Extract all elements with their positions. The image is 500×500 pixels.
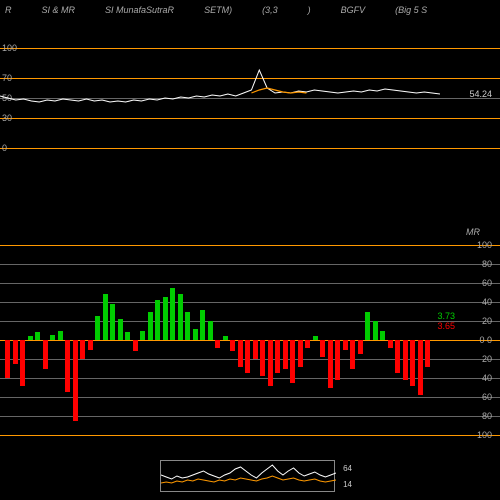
- mr-bar: [155, 300, 160, 340]
- mr-bar: [418, 340, 423, 395]
- rsi-panel: 100705030054.24: [0, 48, 500, 148]
- axis-label: 40: [482, 297, 492, 307]
- mr-bar: [320, 340, 325, 357]
- mr-bar: [335, 340, 340, 380]
- mr-title: MR: [466, 227, 480, 237]
- mr-bar: [5, 340, 10, 378]
- mr-bar: [163, 297, 168, 340]
- mr-bar: [373, 321, 378, 340]
- axis-label: 20: [482, 316, 492, 326]
- rsi-line: [0, 70, 440, 102]
- axis-label: 100: [477, 240, 492, 250]
- mr-bar: [328, 340, 333, 388]
- mr-bar: [170, 288, 175, 340]
- mr-bar: [28, 336, 33, 340]
- axis-label: 80: [482, 259, 492, 269]
- axis-label: 60: [482, 278, 492, 288]
- mr-bar: [275, 340, 280, 373]
- mr-bar: [80, 340, 85, 359]
- mr-bar: [253, 340, 258, 359]
- mr-bar: [358, 340, 363, 354]
- mr-bar: [313, 336, 318, 340]
- chart-container: R SI & MR SI MunafaSutraR SETM) (3,3) BGFV (Bi…: [0, 0, 500, 500]
- mr-bar: [13, 340, 18, 364]
- mini-chart: 6414: [160, 460, 335, 492]
- mr-bar: [403, 340, 408, 380]
- mr-bar: [95, 316, 100, 340]
- mr-bar: [365, 312, 370, 341]
- mr-bar: [208, 321, 213, 340]
- mr-bar: [223, 336, 228, 340]
- mr-bar: [283, 340, 288, 369]
- mr-bar: [185, 312, 190, 341]
- mr-value-label: 3.73: [437, 311, 455, 321]
- header-label: ): [308, 5, 311, 15]
- header-label: R: [5, 5, 12, 15]
- mr-panel: MR100806040200 0204060801003.733.65: [0, 245, 500, 435]
- header-label: (3,3: [262, 5, 278, 15]
- mr-bar: [110, 304, 115, 340]
- header-label: SI MunafaSutraR: [105, 5, 174, 15]
- mr-bar: [73, 340, 78, 421]
- mr-bar: [20, 340, 25, 386]
- mr-bar: [178, 294, 183, 340]
- axis-label: 100: [477, 430, 492, 440]
- axis-label: 80: [482, 411, 492, 421]
- axis-label: 60: [482, 392, 492, 402]
- mr-bar: [35, 332, 40, 340]
- mr-value-label: 3.65: [437, 321, 455, 331]
- mr-bar: [200, 310, 205, 340]
- mr-bar: [298, 340, 303, 367]
- gridline: [0, 435, 500, 436]
- gridline: [0, 264, 500, 265]
- gridline: [0, 283, 500, 284]
- mr-bar: [148, 312, 153, 341]
- mr-bar: [305, 340, 310, 348]
- gridline: [0, 245, 500, 246]
- mr-bar: [193, 329, 198, 340]
- gridline: [0, 321, 500, 322]
- header-label: (Big 5 S: [395, 5, 427, 15]
- gridline: [0, 302, 500, 303]
- mr-bar: [133, 340, 138, 351]
- mini-label: 14: [343, 480, 352, 489]
- mr-bar: [118, 319, 123, 340]
- mr-bar: [230, 340, 235, 351]
- mr-bar: [65, 340, 70, 392]
- mr-bar: [125, 332, 130, 340]
- mr-bar: [215, 340, 220, 348]
- mr-bar: [245, 340, 250, 373]
- mr-bar: [140, 331, 145, 341]
- mr-bar: [395, 340, 400, 373]
- mr-bar: [343, 340, 348, 350]
- header-label: SI & MR: [42, 5, 76, 15]
- axis-label: 20: [482, 354, 492, 364]
- mr-bar: [410, 340, 415, 386]
- axis-label: 0 0: [479, 335, 492, 345]
- mr-bar: [58, 331, 63, 341]
- rsi-current-value: 54.24: [469, 89, 492, 99]
- mr-bar: [350, 340, 355, 369]
- mr-bar: [388, 340, 393, 348]
- mini-label: 64: [343, 464, 352, 473]
- mr-bar: [103, 294, 108, 340]
- header-label: SETM): [204, 5, 232, 15]
- mr-bar: [425, 340, 430, 367]
- mr-bar: [380, 331, 385, 341]
- mr-bar: [268, 340, 273, 386]
- mr-bar: [238, 340, 243, 367]
- mr-bar: [260, 340, 265, 376]
- axis-label: 40: [482, 373, 492, 383]
- mr-bar: [88, 340, 93, 350]
- mini-line: [161, 465, 336, 479]
- gridline: [0, 148, 500, 149]
- header-label: BGFV: [341, 5, 366, 15]
- mr-bar: [43, 340, 48, 369]
- mr-bar: [50, 335, 55, 340]
- mr-bar: [290, 340, 295, 383]
- chart-header: R SI & MR SI MunafaSutraR SETM) (3,3) BGFV (Bi…: [0, 0, 500, 20]
